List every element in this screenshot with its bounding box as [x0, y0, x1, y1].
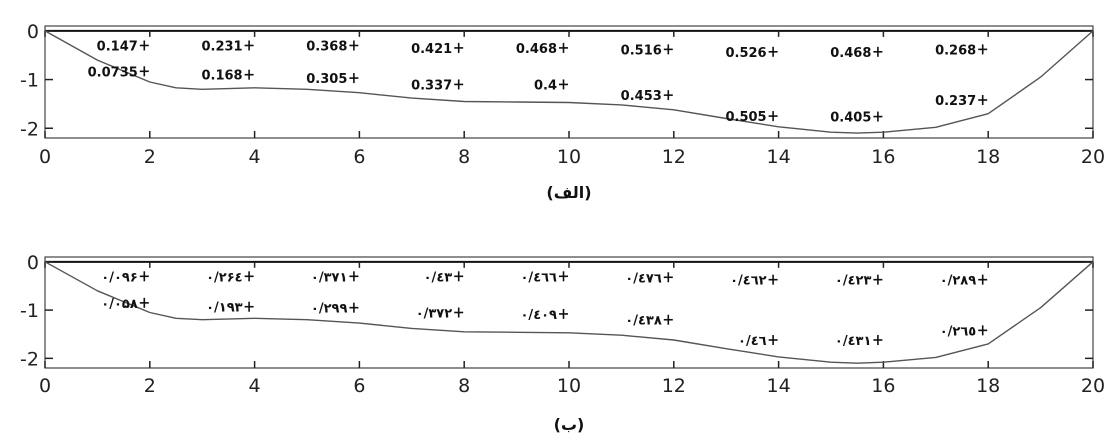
data-label: ۰/۲٦٥ [940, 324, 977, 339]
data-label: ۰/٤۲۳ [835, 274, 872, 289]
x-tick-label: 16 [871, 375, 895, 397]
data-label: ۰/٤٦٦ [521, 270, 558, 285]
data-label: ۰/٤۳ [424, 270, 453, 285]
data-label: ۰/۲۶٤ [206, 270, 243, 285]
x-tick-label: 16 [871, 146, 895, 168]
y-tick-label: -1 [20, 70, 39, 92]
data-label: 0.231 [201, 39, 242, 54]
x-tick-label: 10 [557, 375, 581, 397]
x-tick-label: 8 [458, 146, 470, 168]
data-label: 0.368 [306, 39, 347, 54]
panel-caption: (ب) [554, 415, 585, 434]
data-label: 0.237 [935, 94, 976, 109]
data-label: ۰/٤۳۱ [835, 334, 872, 349]
data-label: 0.0735 [88, 65, 138, 80]
x-tick-label: 0 [39, 375, 51, 397]
data-label: ۰/۰۹۶ [101, 270, 138, 285]
y-tick-label: 0 [27, 252, 39, 274]
data-label: 0.405 [830, 111, 871, 126]
x-tick-label: 14 [767, 375, 791, 397]
data-label: 0.453 [621, 89, 662, 104]
x-tick-label: 20 [1081, 146, 1105, 168]
data-label: 0.337 [411, 78, 452, 93]
data-label: ۰/۳۷۱ [311, 270, 348, 285]
x-tick-label: 14 [767, 146, 791, 168]
data-label: 0.4 [534, 78, 557, 93]
data-label: 0.168 [201, 69, 242, 84]
data-label: ۰/٤٦۲ [730, 274, 767, 289]
panel-alef: 0 2 4 6 8 10 12 14 16 18 20 0 -1 -2 0.147 0.231 0.368 0.4… [20, 21, 1105, 202]
data-label: ۰/۲۹۹ [311, 302, 348, 317]
data-label: 0.268 [935, 43, 976, 58]
data-label: 0.468 [516, 42, 557, 57]
x-tick-label: 0 [39, 146, 51, 168]
data-label: 0.505 [725, 110, 766, 125]
x-tick-label: 12 [662, 146, 686, 168]
y-tick-label: -1 [20, 300, 39, 322]
y-tick-label: 0 [27, 21, 39, 43]
data-label: ۰/٤۰۹ [521, 308, 558, 323]
x-tick-label: 10 [557, 146, 581, 168]
x-tick-label: 4 [249, 375, 261, 397]
x-tick-label: 8 [458, 375, 470, 397]
profile-line [44, 261, 1094, 364]
y-tick-label: -2 [20, 118, 39, 140]
panel-be: 0 2 4 6 8 10 12 14 16 18 20 0 -1 -2 ۰/۰۹۶ ۰/۲۶٤ ۰/۳۷۱ ۰/٤… [20, 252, 1105, 434]
x-tick-label: 20 [1081, 375, 1105, 397]
plot-frame [44, 256, 1094, 369]
x-tick-label: 18 [976, 146, 1000, 168]
data-label: ۰/٤٧٦ [625, 271, 662, 286]
data-label: ۰/۲۸۹ [940, 274, 977, 289]
x-tick-label: 2 [144, 375, 156, 397]
x-tick-label: 4 [249, 146, 261, 168]
data-label: 0.468 [830, 46, 871, 61]
x-tick-label: 18 [976, 375, 1000, 397]
panel-caption: (الف) [546, 183, 591, 202]
data-label: 0.421 [411, 42, 452, 57]
data-label: ۰/٤٦ [738, 334, 767, 349]
data-label: ۰/۱۹۳ [206, 301, 243, 316]
data-label: ۰/۰۵۸ [101, 297, 138, 312]
data-label: ۰/٤۳۸ [625, 314, 662, 329]
x-tick-label: 6 [353, 146, 365, 168]
data-label: 0.526 [725, 46, 766, 61]
x-tick-label: 6 [353, 375, 365, 397]
x-tick-label: 2 [144, 146, 156, 168]
data-label: 0.305 [306, 72, 347, 87]
x-tick-label: 12 [662, 375, 686, 397]
data-label: ۰/۳۷۲ [416, 307, 453, 322]
profile-line [44, 30, 1094, 134]
y-tick-label: -2 [20, 348, 39, 370]
data-label: 0.147 [97, 39, 138, 54]
data-label: 0.516 [621, 43, 662, 58]
